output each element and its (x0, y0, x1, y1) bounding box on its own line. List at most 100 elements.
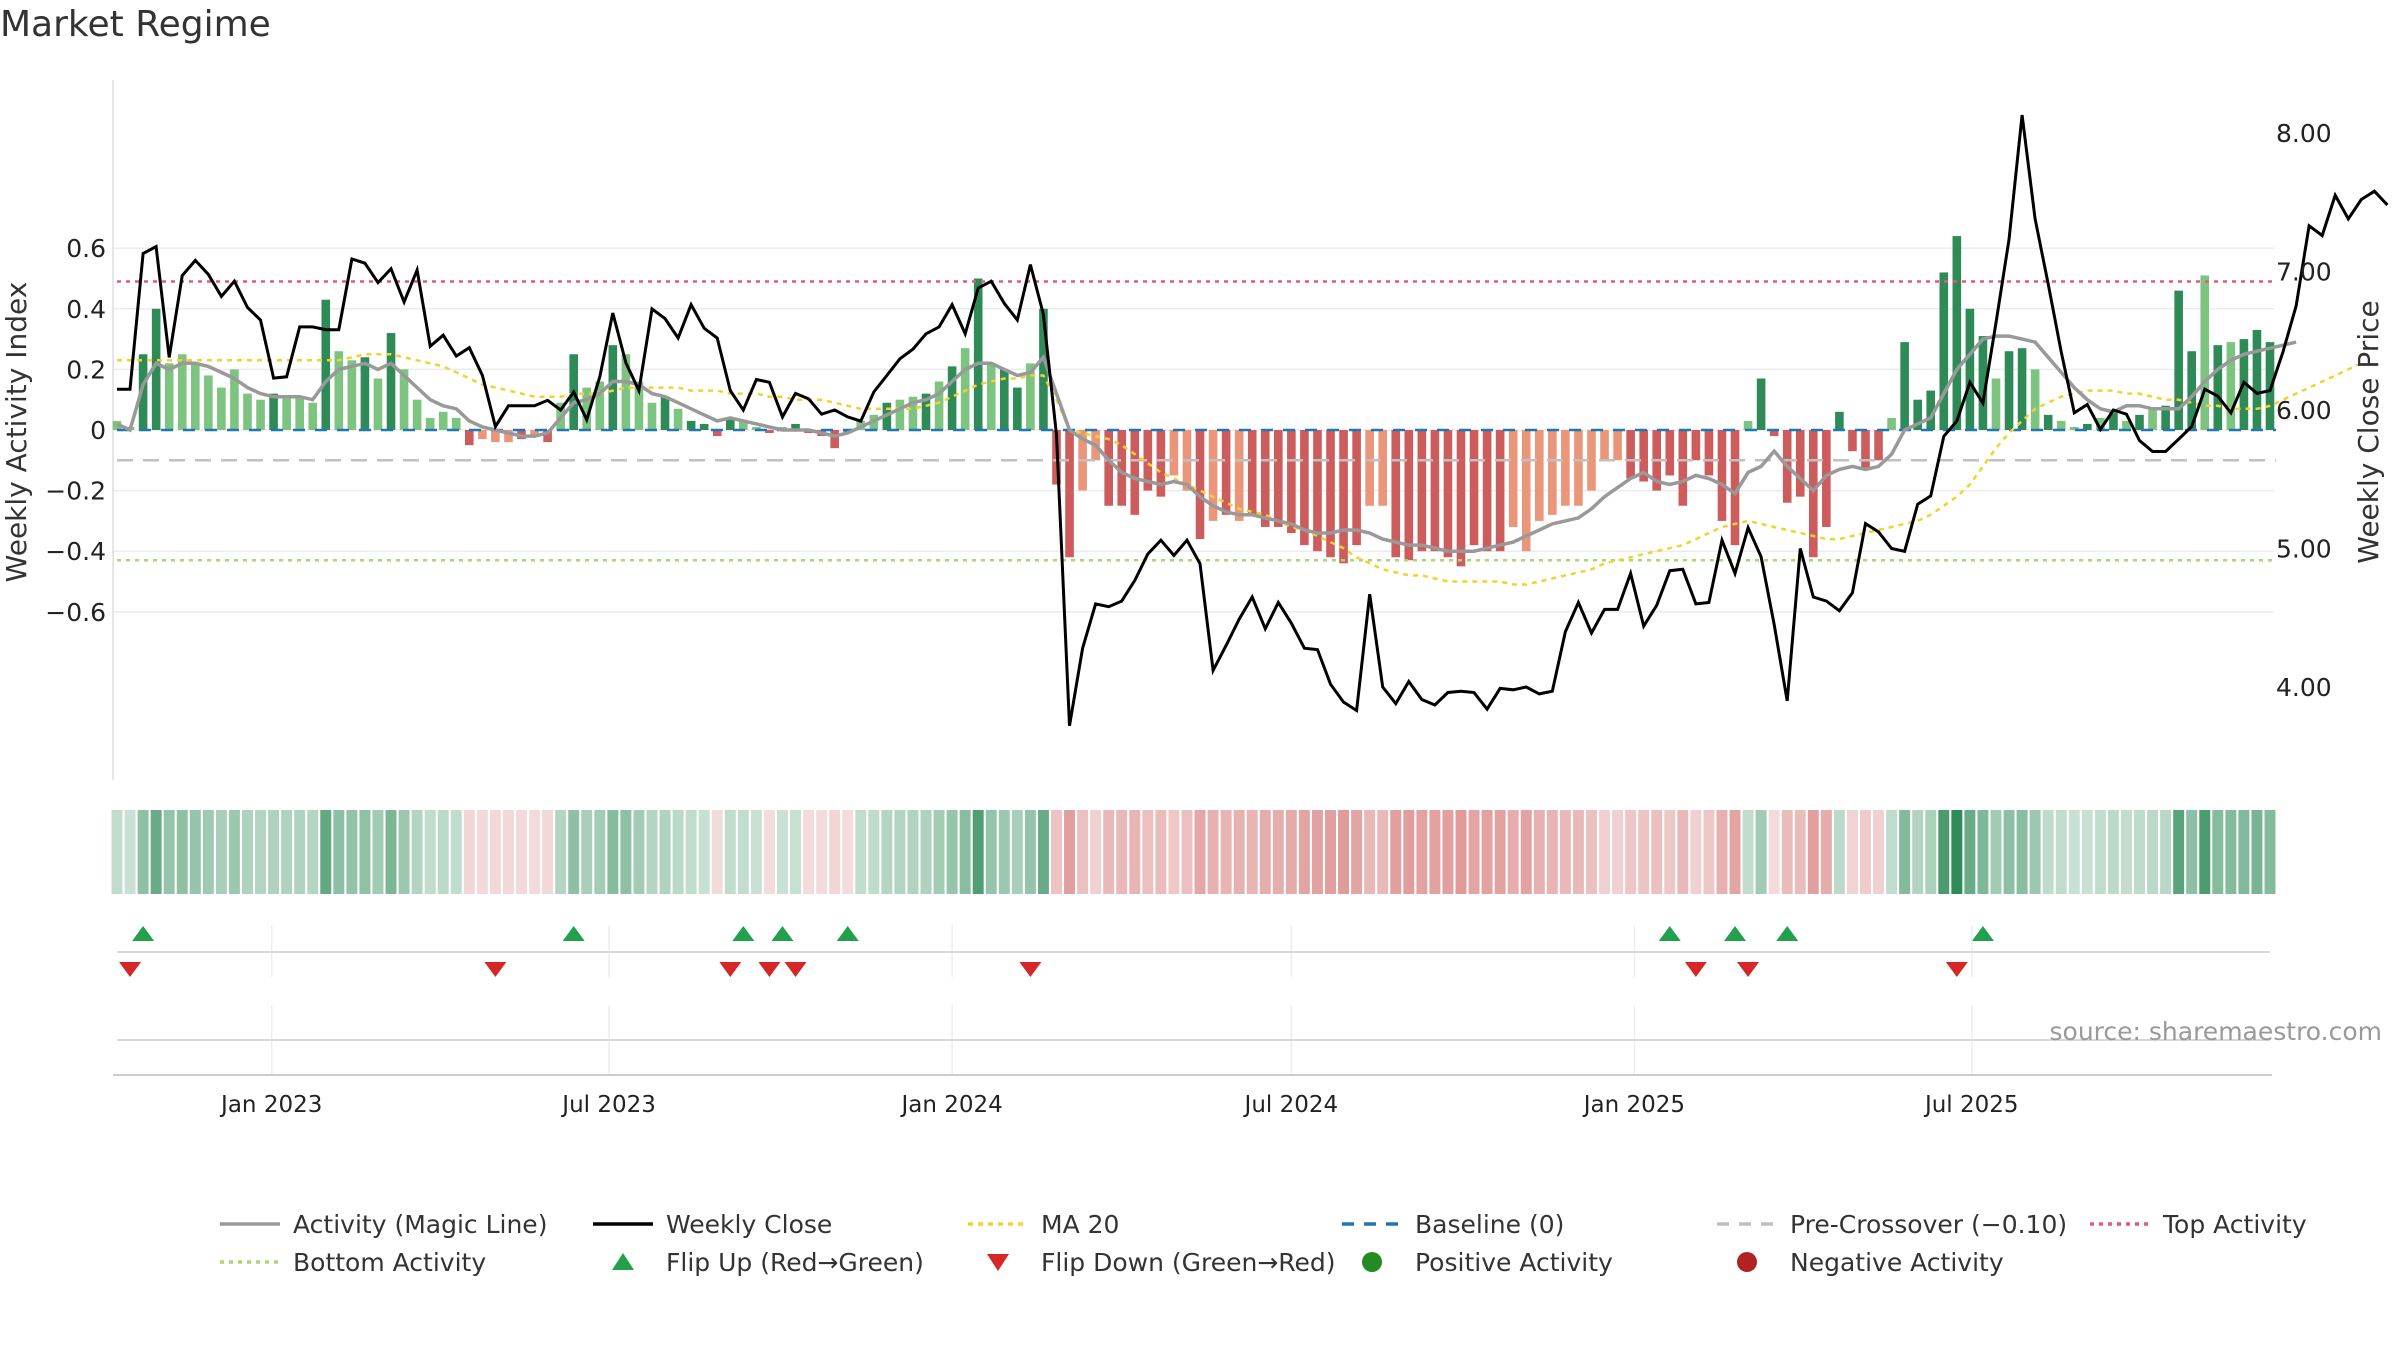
heat-cell (489, 810, 501, 894)
activity-bar (2122, 420, 2131, 430)
activity-bar (1404, 430, 1414, 561)
ma20-line (117, 353, 2362, 586)
weekly-close-line (117, 114, 2389, 727)
heat-cell (868, 810, 880, 894)
right-axis-label: Weekly Close Price (2352, 300, 2385, 563)
flip-down-marker (784, 962, 807, 977)
activity-bar (1991, 378, 2001, 430)
activity-bar (999, 369, 1009, 430)
heat-cell (1364, 810, 1376, 894)
heat-cell (1964, 810, 1976, 894)
heat-cell (2120, 810, 2132, 894)
activity-bar (2161, 405, 2170, 430)
heat-cell (1833, 810, 1845, 894)
activity-bar (2135, 414, 2144, 430)
activity-bar (1795, 430, 1805, 497)
heat-cell (581, 810, 593, 894)
heat-cell (1377, 810, 1389, 894)
heat-cell (1886, 810, 1898, 894)
heat-cell (2029, 810, 2041, 894)
heat-cell (450, 810, 462, 894)
heat-cell (1051, 810, 1062, 894)
activity-bar (1835, 411, 1844, 430)
heat-cell (1103, 810, 1115, 894)
legend-label: Weekly Close (666, 1210, 832, 1239)
heat-cell (1546, 810, 1558, 894)
activity-bar (1848, 430, 1857, 452)
heat-cell (737, 810, 749, 894)
heat-cell (1233, 810, 1245, 894)
activity-bar (2148, 408, 2157, 430)
activity-bar (895, 399, 905, 430)
left-tick-label: 0.6 (66, 234, 106, 263)
heat-cell (1181, 810, 1193, 894)
activity-bar (934, 381, 944, 430)
heat-cell (2068, 810, 2080, 894)
activity-bar (190, 363, 200, 430)
heat-cell (985, 810, 997, 894)
activity-bar (1443, 430, 1453, 558)
activity-bar (1117, 430, 1127, 506)
heat-cell (189, 810, 201, 894)
activity-bar (673, 408, 683, 430)
activity-bar (373, 378, 383, 430)
activity-bar (504, 430, 513, 443)
activity-bar (1626, 430, 1635, 479)
legend-swatch-flip-down (987, 1254, 1009, 1271)
activity-bar (986, 363, 996, 430)
flip-up-marker (836, 926, 859, 941)
activity-bar (1561, 430, 1570, 506)
heat-cell (1507, 810, 1519, 894)
heat-cell (1625, 810, 1637, 894)
heat-cell (594, 810, 606, 894)
heat-cell (1455, 810, 1467, 894)
activity-bar (1482, 430, 1492, 552)
activity-bar (217, 387, 226, 430)
activity-bar (2030, 369, 2040, 430)
left-tick-label: −0.2 (45, 477, 106, 506)
activity-bar (1521, 430, 1531, 552)
heat-cell (346, 810, 358, 894)
activity-bar (230, 369, 239, 430)
heat-cell (672, 810, 684, 894)
activity-bar (1143, 430, 1153, 491)
activity-bar (1039, 308, 1048, 430)
activity-bar (1495, 430, 1505, 552)
heat-cell (1024, 810, 1036, 894)
heat-cell (659, 810, 671, 894)
flip-down-marker (1019, 962, 1042, 977)
heat-cell (2251, 810, 2263, 894)
heat-cell (268, 810, 280, 894)
activity-bar (921, 393, 931, 430)
heat-cell (1338, 810, 1350, 894)
heat-cell (1846, 810, 1858, 894)
heat-cell (1807, 810, 1819, 894)
heat-cell (698, 810, 710, 894)
magic-line (116, 334, 2297, 553)
activity-bar (647, 402, 657, 430)
flip-up-marker (732, 926, 755, 941)
activity-bar (1822, 430, 1831, 527)
activity-bar (725, 417, 735, 430)
activity-bar (582, 387, 592, 430)
activity-bar (151, 308, 161, 430)
activity-bar (204, 375, 213, 430)
legend-label: Flip Up (Red→Green) (666, 1248, 924, 1277)
heat-cell (1572, 810, 1584, 894)
heat-cell (763, 810, 775, 894)
flip-down-marker (1737, 962, 1760, 977)
heat-cell (1690, 810, 1702, 894)
heat-cell (1729, 810, 1741, 894)
activity-bar (1469, 430, 1479, 546)
heat-cell (1794, 810, 1806, 894)
flip-down-marker (1684, 962, 1707, 977)
activity-bar (791, 423, 800, 430)
activity-bar (1952, 236, 1962, 430)
activity-bar (1861, 430, 1870, 470)
flip-up-marker (1776, 926, 1799, 941)
heat-cell (1494, 810, 1506, 894)
heat-cell (111, 810, 123, 894)
activity-bar (2069, 426, 2079, 430)
activity-bar (177, 354, 187, 430)
right-tick-label: 4.00 (2276, 673, 2332, 702)
